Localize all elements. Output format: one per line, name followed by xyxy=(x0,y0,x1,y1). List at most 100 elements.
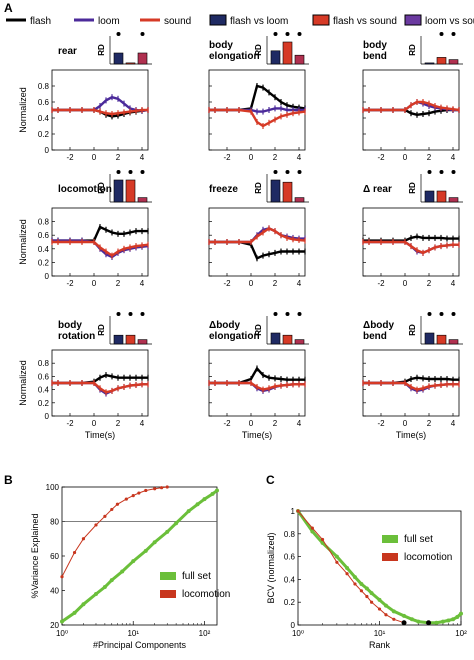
series-point xyxy=(353,582,357,586)
significance-dot xyxy=(297,312,302,316)
x-tick-label: 4 xyxy=(451,419,456,428)
series-point xyxy=(165,529,170,534)
series-point xyxy=(215,488,219,493)
y-tick-label: 60 xyxy=(50,552,59,561)
y-tick-label: 0.4 xyxy=(38,386,50,395)
x-tick-label: -2 xyxy=(377,153,385,162)
series-point xyxy=(392,617,396,621)
panel-title: Δbody xyxy=(363,320,395,331)
panel-b-variance-chart: 10⁰ 10¹ 10² 20 40 60 80 100 #Principal Component… xyxy=(30,483,230,650)
rd-bar xyxy=(282,181,293,203)
significance-dot xyxy=(273,32,278,36)
series-point xyxy=(60,575,64,579)
series-point xyxy=(72,550,77,555)
series-sound xyxy=(363,240,459,255)
panel-title: body xyxy=(363,40,387,51)
x-tick-label: 0 xyxy=(403,153,408,162)
series-point xyxy=(60,619,64,624)
series-point xyxy=(210,491,215,496)
significance-dot xyxy=(451,312,456,316)
series-point xyxy=(103,514,107,518)
panel-title: rotation xyxy=(58,331,95,342)
legend-swatch-5 xyxy=(404,14,422,26)
y-tick-label: 0 xyxy=(291,621,296,630)
series-point xyxy=(81,602,86,607)
significance-dot xyxy=(273,312,278,316)
series-point xyxy=(459,611,463,616)
rd-label: RD xyxy=(254,44,263,56)
x-tick-label: 4 xyxy=(140,153,145,162)
legend-swatch xyxy=(382,535,398,543)
rd-bar xyxy=(270,332,281,345)
x-tick-label: -2 xyxy=(377,279,385,288)
x-tick-label: 2 xyxy=(116,419,121,428)
y-tick-label: 0.6 xyxy=(38,372,50,381)
rd-bar xyxy=(137,197,148,203)
series-point xyxy=(383,603,388,608)
x-tick-label: 10¹ xyxy=(127,629,139,638)
series-point xyxy=(335,560,339,564)
series-point xyxy=(143,548,148,553)
series-point xyxy=(416,619,421,624)
series-point xyxy=(131,494,135,498)
series-point xyxy=(115,502,120,506)
x-axis-label: Time(s) xyxy=(242,430,272,440)
x-tick-label: 4 xyxy=(451,153,456,162)
rd-bar xyxy=(448,339,459,345)
panel-a-grid: -2 0 2 4 0 0.2 0.4 0.6 0.8 Normalized rear RD -2 0 2 4 b… xyxy=(18,32,463,440)
series-point xyxy=(345,566,350,570)
x-tick-label: 0 xyxy=(403,279,408,288)
rd-bar xyxy=(436,334,447,345)
y-axis-label: BCV (normalized) xyxy=(266,532,276,603)
series-point xyxy=(434,620,439,625)
x-tick-label: 2 xyxy=(116,153,121,162)
y-tick-label: 80 xyxy=(50,518,59,527)
rd-label: RD xyxy=(408,324,417,336)
significance-dot xyxy=(140,170,145,174)
legend-label: locomotion xyxy=(404,552,452,563)
x-tick-label: 10⁰ xyxy=(56,629,68,638)
series-point xyxy=(369,591,374,596)
rd-label: RD xyxy=(97,182,106,194)
y-tick-label: 0.4 xyxy=(284,575,296,584)
legend-label: full set xyxy=(404,534,433,545)
rd-label: RD xyxy=(254,182,263,194)
series-point xyxy=(334,554,339,559)
series-point xyxy=(359,581,364,586)
series-point xyxy=(359,589,364,593)
rd-label: RD xyxy=(408,182,417,194)
minimum-marker xyxy=(401,620,407,626)
series-point xyxy=(455,615,460,620)
series-sound xyxy=(52,108,148,116)
panel-title: Δ rear xyxy=(363,184,392,195)
y-axis-label: Normalized xyxy=(18,360,28,406)
x-tick-label: 2 xyxy=(427,419,432,428)
x-tick-label: 2 xyxy=(273,153,278,162)
x-tick-label: -2 xyxy=(66,153,74,162)
x-tick-label: 0 xyxy=(249,419,254,428)
rd-bar xyxy=(294,339,305,345)
plot-A7: -2 0 2 4 0 0.2 0.4 0.6 0.8 Normalized Time(s) bodyr… xyxy=(18,312,152,440)
y-tick-label: 0.2 xyxy=(38,130,50,139)
series-point xyxy=(384,613,388,617)
series-point xyxy=(377,597,382,602)
series-point xyxy=(159,486,164,490)
x-tick-label: 4 xyxy=(297,153,302,162)
rd-bar xyxy=(125,334,136,345)
legend-swatch xyxy=(160,572,176,580)
series-line xyxy=(61,486,168,577)
series-point xyxy=(72,610,77,615)
significance-dot xyxy=(116,312,121,316)
y-tick-label: 0.8 xyxy=(38,359,50,368)
x-tick-label: 4 xyxy=(140,419,145,428)
rd-bar xyxy=(113,52,124,65)
series-point xyxy=(144,488,148,493)
rd-bar xyxy=(270,50,281,65)
rd-bar xyxy=(282,41,293,65)
plot-A6: -2 0 2 4 Δ rear RD xyxy=(362,170,463,288)
x-tick-label: 0 xyxy=(92,419,97,428)
y-tick-label: 40 xyxy=(50,587,59,596)
x-tick-label: 0 xyxy=(92,153,97,162)
